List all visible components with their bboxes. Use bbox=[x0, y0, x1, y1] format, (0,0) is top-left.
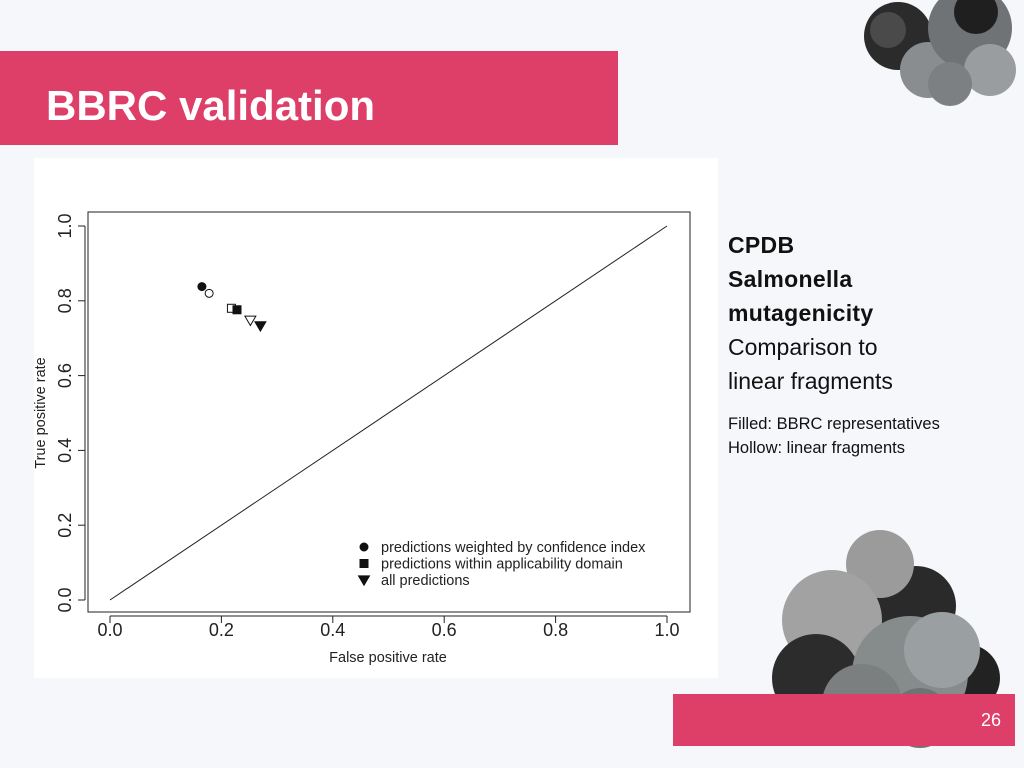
side-heading-line: mutagenicity bbox=[728, 300, 874, 326]
y-tick-label: 0.0 bbox=[55, 587, 75, 612]
data-point-triangle-down-filled bbox=[254, 321, 267, 333]
molecule-graphic-top bbox=[864, 0, 1016, 106]
data-point-circle-hollow bbox=[204, 288, 214, 298]
side-subtitle-line: linear fragments bbox=[728, 368, 893, 394]
legend-marker-square bbox=[359, 559, 369, 568]
roc-plot-panel: 0.0 0.2 0.4 0.6 0.8 1.0 0.0 0.2 0.4 0.6 0.8 1.0 Fals… bbox=[34, 158, 718, 678]
x-tick-label: 0.2 bbox=[209, 620, 234, 640]
x-tick-label: 0.6 bbox=[432, 620, 457, 640]
data-point-square-filled bbox=[232, 305, 242, 315]
side-subtitle: Comparison to linear fragments bbox=[728, 330, 1018, 398]
y-axis-label: True positive rate bbox=[34, 357, 49, 468]
title-band bbox=[0, 51, 618, 145]
y-tick-label: 0.8 bbox=[55, 288, 75, 313]
note-filled: Filled: BBRC representatives bbox=[728, 415, 940, 433]
x-tick-label: 0.0 bbox=[97, 620, 122, 640]
y-tick-label: 0.2 bbox=[55, 513, 75, 538]
x-tick-label: 0.4 bbox=[320, 620, 345, 640]
legend-label: all predictions bbox=[381, 573, 470, 589]
side-heading: CPDB Salmonella mutagenicity bbox=[728, 228, 1018, 330]
y-tick-label: 1.0 bbox=[55, 213, 75, 238]
diagonal-line bbox=[109, 225, 668, 601]
side-subtitle-line: Comparison to bbox=[728, 334, 878, 360]
page-number: 26 bbox=[980, 710, 1001, 730]
x-tick-label: 1.0 bbox=[654, 620, 679, 640]
plot-frame bbox=[87, 211, 691, 613]
side-notes: Filled: BBRC representatives Hollow: lin… bbox=[728, 412, 1018, 460]
y-tick-label: 0.6 bbox=[55, 363, 75, 388]
note-hollow: Hollow: linear fragments bbox=[728, 439, 905, 457]
slide-title: BBRC validation bbox=[46, 82, 376, 129]
footer-band: 26 bbox=[673, 694, 1015, 746]
roc-chart: 0.0 0.2 0.4 0.6 0.8 1.0 0.0 0.2 0.4 0.6 0.8 1.0 Fals… bbox=[34, 211, 691, 666]
legend-label: predictions weighted by confidence index bbox=[381, 540, 646, 556]
side-heading-line: Salmonella bbox=[728, 266, 853, 292]
data-point-circle-filled bbox=[197, 282, 207, 292]
legend-label: predictions within applicability domain bbox=[381, 557, 623, 573]
y-tick-label: 0.4 bbox=[55, 438, 75, 463]
legend-marker-triangle-down bbox=[357, 575, 371, 587]
data-point-triangle-down-hollow bbox=[243, 315, 257, 327]
x-tick-label: 0.8 bbox=[543, 620, 568, 640]
x-axis-label: False positive rate bbox=[329, 650, 447, 666]
legend-marker-circle bbox=[359, 542, 369, 552]
side-heading-line: CPDB bbox=[728, 232, 795, 258]
side-panel: CPDB Salmonella mutagenicity Comparison … bbox=[728, 228, 1018, 460]
